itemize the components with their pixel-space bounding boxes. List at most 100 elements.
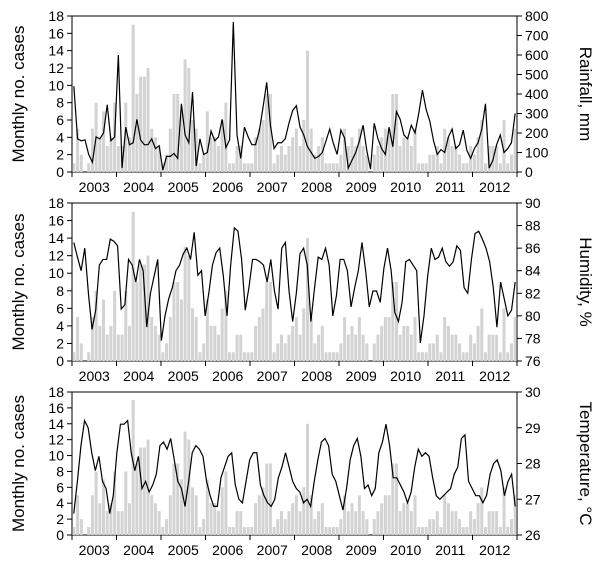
right-tick-label: 76 xyxy=(525,353,541,369)
case-bar xyxy=(509,343,513,361)
plot-frame xyxy=(71,202,518,362)
case-bar xyxy=(506,527,510,535)
case-bar xyxy=(98,325,102,361)
case-bar xyxy=(394,463,398,535)
x-tick-label: 2005 xyxy=(168,542,199,558)
case-bar xyxy=(242,527,246,535)
case-bar xyxy=(76,128,80,172)
case-bar xyxy=(365,343,369,361)
case-bar xyxy=(239,334,243,361)
left-tick-label: 12 xyxy=(48,432,64,448)
case-bar xyxy=(335,352,339,361)
right-axis: 26 27 28 29 30 xyxy=(517,384,541,543)
case-bar xyxy=(246,352,250,361)
x-tick-label: 2011 xyxy=(435,368,465,384)
case-bar xyxy=(354,334,358,361)
case-bar xyxy=(450,146,454,172)
case-bar xyxy=(350,503,354,535)
case-bar xyxy=(283,519,287,535)
case-bar xyxy=(446,137,450,172)
case-bar xyxy=(317,334,321,361)
case-bar xyxy=(124,290,128,361)
case-bar xyxy=(261,487,265,535)
case-bar xyxy=(320,325,324,361)
case-bar xyxy=(224,102,228,172)
case-bar xyxy=(257,495,261,535)
case-bar xyxy=(472,519,476,535)
left-tick-label: 14 xyxy=(48,416,64,432)
right-tick-label: 78 xyxy=(525,330,541,346)
case-bar xyxy=(428,519,432,535)
case-bar xyxy=(339,154,343,172)
case-bar xyxy=(305,423,309,535)
temperature-line xyxy=(73,418,516,514)
case-bar xyxy=(406,503,410,535)
y-axis-title-left: Monthly no. cases xyxy=(9,213,28,350)
case-bar xyxy=(235,511,239,535)
case-bar xyxy=(465,352,469,361)
case-bar xyxy=(168,128,172,172)
case-bar xyxy=(183,59,187,172)
case-bar xyxy=(179,111,183,172)
case-bar xyxy=(265,94,269,172)
case-bar xyxy=(387,128,391,172)
case-bar xyxy=(450,334,454,361)
left-tick-label: 0 xyxy=(56,353,64,369)
case-bar xyxy=(328,527,332,535)
case-bar xyxy=(439,352,443,361)
case-bar xyxy=(432,519,436,535)
case-bar xyxy=(139,447,143,535)
case-bar xyxy=(94,471,98,535)
case-bar xyxy=(198,352,202,361)
right-tick-label: 90 xyxy=(525,195,541,211)
case-bar xyxy=(343,495,347,535)
case-bar xyxy=(242,163,246,172)
right-tick-label: 400 xyxy=(525,86,549,102)
case-bar xyxy=(291,137,295,172)
case-bar xyxy=(302,487,306,535)
x-tick-label: 2003 xyxy=(79,179,110,195)
case-bar xyxy=(513,495,517,535)
case-bar xyxy=(209,325,213,361)
case-bar xyxy=(113,290,117,361)
case-bar xyxy=(224,471,228,535)
case-bar xyxy=(287,334,291,361)
case-bar xyxy=(142,447,146,535)
case-bar xyxy=(380,325,384,361)
right-tick-label: 28 xyxy=(525,456,541,472)
case-bar xyxy=(209,137,213,172)
right-tick-label: 100 xyxy=(525,145,549,161)
case-bar xyxy=(454,146,458,172)
case-bar xyxy=(194,495,198,535)
case-bar xyxy=(198,527,202,535)
x-tick-label: 2007 xyxy=(257,542,288,558)
case-bar xyxy=(139,76,143,172)
case-bar xyxy=(72,163,76,172)
case-bar xyxy=(302,308,306,361)
case-bar xyxy=(498,163,502,172)
case-bar xyxy=(420,352,424,361)
case-bar xyxy=(476,325,480,361)
case-bar xyxy=(391,282,395,361)
left-tick-label: 0 xyxy=(56,527,64,543)
case-bar xyxy=(302,120,306,172)
case-bar xyxy=(398,511,402,535)
x-tick-label: 2007 xyxy=(257,368,288,384)
x-tick-label: 2011 xyxy=(435,542,465,558)
left-tick-label: 4 xyxy=(56,495,64,511)
case-bar xyxy=(402,503,406,535)
left-tick-label: 18 xyxy=(48,8,64,24)
case-bar xyxy=(179,479,183,535)
case-bar xyxy=(320,503,324,535)
case-bar xyxy=(231,352,235,361)
case-bar xyxy=(150,128,154,172)
case-bar xyxy=(465,163,469,172)
case-bar xyxy=(387,495,391,535)
case-bar xyxy=(480,487,484,535)
case-bar xyxy=(461,352,465,361)
case-bar xyxy=(116,334,120,361)
case-bar xyxy=(142,76,146,172)
case-bar xyxy=(387,317,391,361)
